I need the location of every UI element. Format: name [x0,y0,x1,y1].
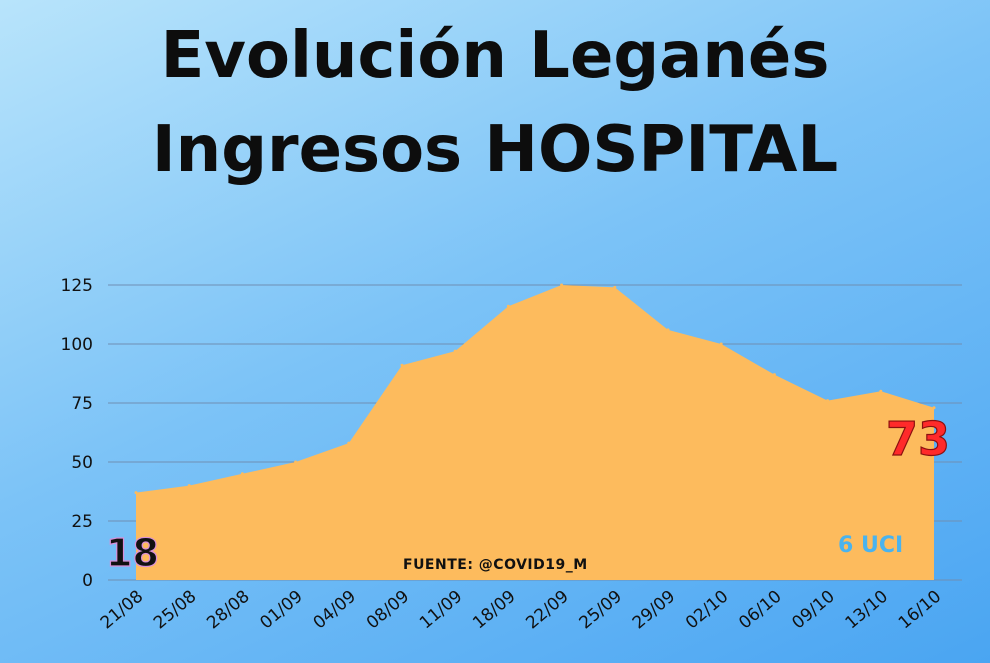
data-point [294,460,298,464]
data-point [719,342,723,346]
x-tick-label: 01/09 [256,587,306,634]
uci-label: 6 UCI [838,533,903,558]
data-point [453,349,457,353]
data-point [187,484,191,488]
x-tick-label: 04/09 [310,587,360,634]
y-tick-label: 0 [82,571,93,591]
data-point [240,472,244,476]
x-tick-label: 11/09 [416,587,466,634]
title-line-1: Evolución Leganés [160,19,830,93]
y-tick-label: 25 [71,512,93,532]
x-tick-label: 08/09 [363,587,413,634]
x-tick-label: 06/10 [735,587,785,634]
x-tick-label: 29/09 [629,587,679,634]
end-value-label: 73 [886,412,950,466]
data-point [666,328,670,332]
x-tick-label: 13/10 [842,587,892,634]
data-point [826,399,830,403]
title-line-2: Ingresos HOSPITAL [151,113,839,187]
y-tick-label: 75 [71,394,93,414]
data-point [772,373,776,377]
x-tick-label: 02/10 [682,587,732,634]
x-tick-label: 22/09 [522,587,572,634]
data-point [613,285,617,289]
x-tick-label: 25/09 [576,587,626,634]
source-label: FUENTE: @COVID19_M [403,557,588,573]
data-point [879,389,883,393]
y-tick-label: 50 [71,453,93,473]
start-value-label: 18 [106,531,159,575]
y-tick-label: 125 [61,276,93,296]
x-tick-label: 16/10 [895,587,945,634]
series-area [136,285,934,580]
x-tick-label: 18/09 [469,587,519,634]
x-tick-label: 25/08 [150,587,200,634]
data-point [347,441,351,445]
data-point [506,304,510,308]
x-tick-label: 09/10 [788,587,838,634]
data-point [400,363,404,367]
data-point [560,283,564,287]
x-tick-label: 28/08 [203,587,253,634]
data-point [134,491,138,495]
x-tick-label: 21/08 [97,587,147,634]
y-tick-label: 100 [61,335,93,355]
data-point [932,406,936,410]
